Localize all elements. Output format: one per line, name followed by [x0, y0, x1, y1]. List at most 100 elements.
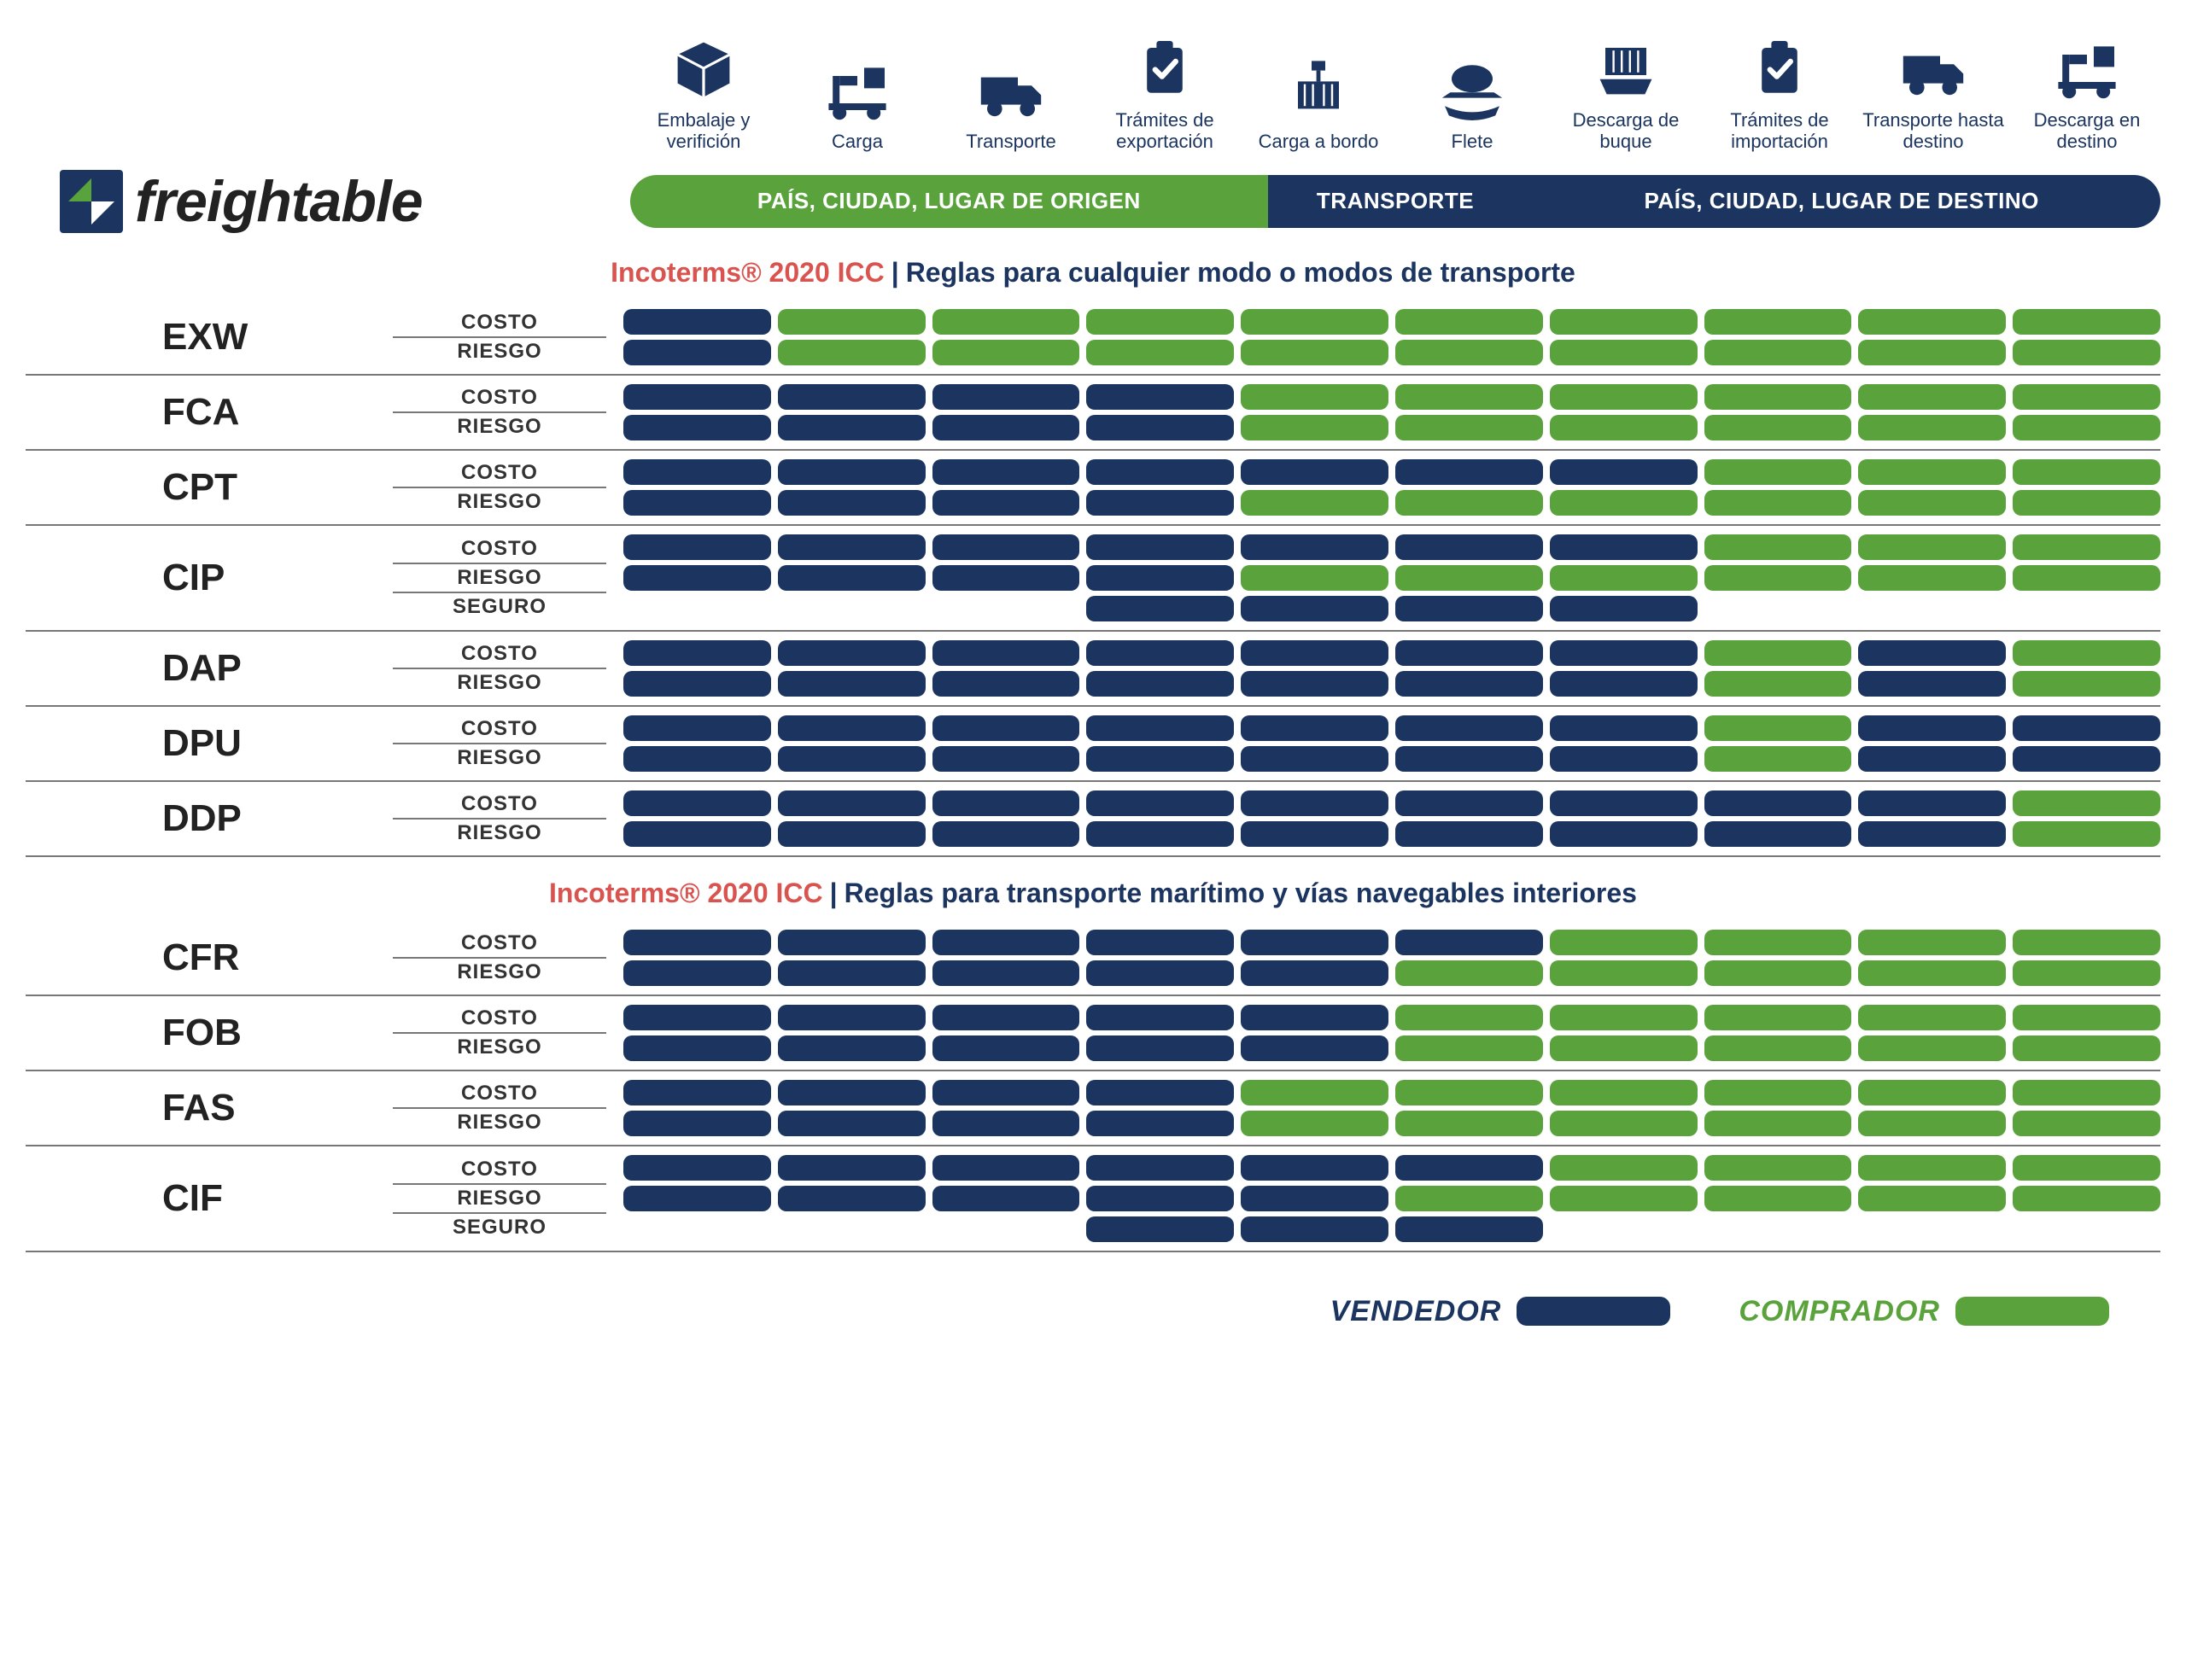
term-cells [623, 921, 2160, 995]
responsibility-cell [778, 671, 926, 697]
responsibility-cell [1241, 715, 1388, 741]
responsibility-cell [932, 1155, 1080, 1181]
responsibility-cell [1395, 596, 1543, 621]
responsibility-cell [1858, 1035, 2006, 1061]
responsibility-cell [2013, 960, 2160, 986]
responsibility-cell [778, 596, 926, 621]
stage-icon-transport-dest: Transporte hasta destino [1860, 34, 2007, 153]
term-cells [623, 632, 2160, 705]
section-title-suffix: Reglas para cualquier modo o modos de tr… [906, 257, 1575, 288]
responsibility-cell [1086, 1005, 1234, 1030]
term-cells [623, 707, 2160, 780]
responsibility-cell [2013, 640, 2160, 666]
responsibility-cell [1704, 1080, 1852, 1105]
responsibility-cell [623, 1186, 771, 1211]
term-row-labels: COSTORIESGO [222, 451, 623, 524]
responsibility-cell [2013, 415, 2160, 440]
row-label-risk: RIESGO [393, 959, 606, 986]
responsibility-cell [1086, 790, 1234, 816]
cell-row-risk [623, 746, 2160, 772]
term-row-exw: EXWCOSTORIESGO [26, 300, 2160, 374]
responsibility-cell [932, 340, 1080, 365]
term-code: FAS [26, 1071, 222, 1145]
responsibility-cell [932, 671, 1080, 697]
responsibility-cell [1704, 640, 1852, 666]
row-label-risk: RIESGO [393, 413, 606, 440]
responsibility-cell [1241, 640, 1388, 666]
responsibility-cell [1241, 746, 1388, 772]
stage-icon-label: Descarga de buque [1552, 109, 1699, 153]
responsibility-cell [778, 490, 926, 516]
responsibility-cell [1704, 1186, 1852, 1211]
responsibility-cell [623, 1080, 771, 1105]
responsibility-cell [778, 821, 926, 847]
term-row-dap: DAPCOSTORIESGO [26, 630, 2160, 705]
responsibility-cell [1241, 960, 1388, 986]
responsibility-cell [1704, 1111, 1852, 1136]
legend-buyer-swatch [1955, 1297, 2109, 1326]
stage-icon-label: Transporte [966, 131, 1056, 152]
responsibility-cell [623, 640, 771, 666]
term-cells [623, 526, 2160, 630]
term-row-fca: FCACOSTORIESGO [26, 374, 2160, 449]
term-row-cif: CIFCOSTORIESGOSEGURO [26, 1145, 2160, 1252]
responsibility-cell [1086, 960, 1234, 986]
responsibility-cell [1704, 1035, 1852, 1061]
responsibility-cell [1241, 1080, 1388, 1105]
responsibility-cell [1858, 1186, 2006, 1211]
cell-row-risk [623, 671, 2160, 697]
responsibility-cell [1241, 459, 1388, 485]
location-origin: PAÍS, CIUDAD, LUGAR DE ORIGEN [630, 175, 1268, 228]
stage-icon-label: Embalaje y verifición [630, 109, 777, 153]
term-row-fob: FOBCOSTORIESGO [26, 995, 2160, 1070]
term-cells [623, 451, 2160, 524]
term-row-cip: CIPCOSTORIESGOSEGURO [26, 524, 2160, 630]
cell-row-cost [623, 1080, 2160, 1105]
row-label-cost: COSTO [393, 384, 606, 413]
responsibility-cell [932, 415, 1080, 440]
term-row-labels: COSTORIESGO [222, 376, 623, 449]
responsibility-cell [932, 490, 1080, 516]
term-row-labels: COSTORIESGO [222, 921, 623, 995]
responsibility-cell [1086, 490, 1234, 516]
responsibility-cell [2013, 534, 2160, 560]
responsibility-cell [1395, 1035, 1543, 1061]
responsibility-cell [1395, 930, 1543, 955]
responsibility-cell [1550, 821, 1698, 847]
responsibility-cell [2013, 596, 2160, 621]
stage-icon-transport: Transporte [938, 55, 1084, 152]
term-row-ddp: DDPCOSTORIESGO [26, 780, 2160, 857]
responsibility-cell [623, 459, 771, 485]
responsibility-cell [932, 1080, 1080, 1105]
responsibility-cell [623, 1005, 771, 1030]
cell-row-risk [623, 565, 2160, 591]
responsibility-cell [932, 565, 1080, 591]
responsibility-cell [2013, 1216, 2160, 1242]
responsibility-cell [623, 671, 771, 697]
term-cells [623, 1146, 2160, 1251]
responsibility-cell [1241, 1111, 1388, 1136]
term-row-cfr: CFRCOSTORIESGO [26, 921, 2160, 995]
responsibility-cell [932, 1005, 1080, 1030]
responsibility-cell [623, 930, 771, 955]
responsibility-cell [932, 790, 1080, 816]
responsibility-cell [1858, 960, 2006, 986]
responsibility-cell [1704, 930, 1852, 955]
stage-icon-loading: Carga [784, 55, 931, 152]
responsibility-cell [1858, 1111, 2006, 1136]
responsibility-cell [1241, 534, 1388, 560]
responsibility-cell [1550, 596, 1698, 621]
responsibility-cell [1550, 534, 1698, 560]
responsibility-cell [778, 384, 926, 410]
responsibility-cell [932, 715, 1080, 741]
responsibility-cell [1086, 415, 1234, 440]
responsibility-cell [1241, 1035, 1388, 1061]
responsibility-cell [1395, 1080, 1543, 1105]
responsibility-cell [1241, 1216, 1388, 1242]
responsibility-cell [1550, 490, 1698, 516]
responsibility-cell [1395, 1155, 1543, 1181]
term-row-cpt: CPTCOSTORIESGO [26, 449, 2160, 524]
responsibility-cell [1395, 490, 1543, 516]
responsibility-cell [932, 1035, 1080, 1061]
responsibility-cell [1241, 384, 1388, 410]
